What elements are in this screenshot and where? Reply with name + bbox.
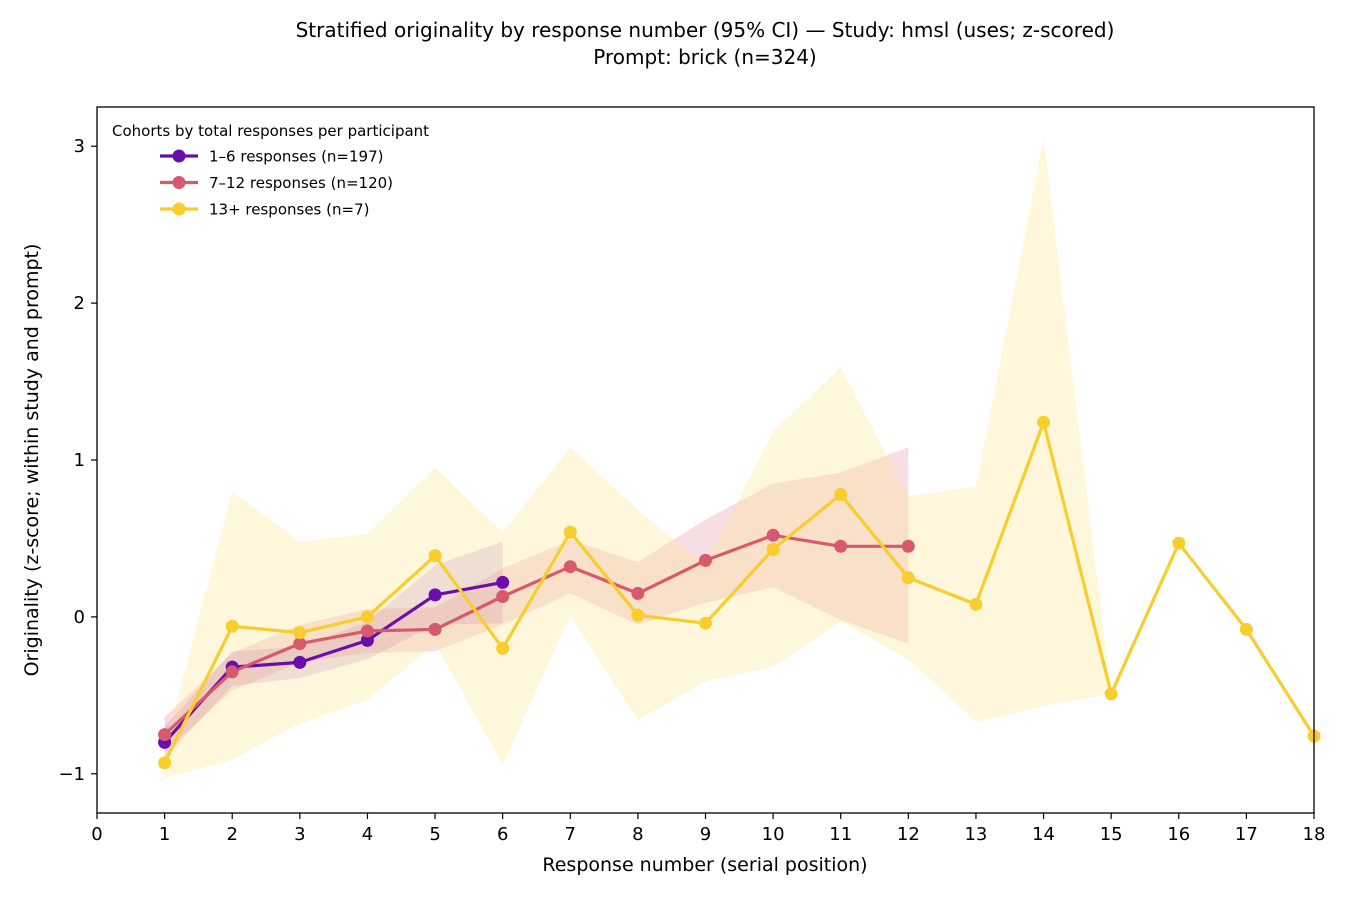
point-series-1-4	[360, 624, 374, 638]
point-series-2-16	[1172, 536, 1186, 550]
point-series-0-3	[293, 655, 307, 669]
line-series-0	[163, 580, 503, 744]
point-series-1-2	[225, 665, 239, 679]
point-series-1-7	[563, 560, 577, 574]
point-series-1-9	[699, 553, 712, 567]
point-series-1-1	[158, 728, 172, 742]
point-series-2-15	[1104, 687, 1118, 701]
x-tick-label-5: 5	[429, 824, 440, 845]
y-axis-label: Originality (z-score; within study and p…	[21, 244, 43, 677]
point-series-0-4	[360, 633, 374, 647]
x-tick-label-6: 6	[497, 824, 508, 845]
y-tick-label-2: 2	[74, 293, 85, 314]
point-series-2-12	[901, 571, 915, 585]
ci-band-series-1	[164, 447, 909, 752]
x-tick-label-4: 4	[362, 824, 373, 845]
point-series-2-6	[496, 641, 510, 655]
x-tick-label-12: 12	[897, 824, 920, 845]
y-tick-label--1: −1	[58, 764, 85, 785]
y-axis-ticks: −1 0 1 2 3	[58, 136, 97, 785]
legend-marker-0	[172, 149, 186, 163]
point-series-0-6	[496, 575, 510, 589]
ci-bands	[164, 138, 1315, 779]
y-tick-label-0: 0	[74, 607, 85, 628]
x-tick-label-0: 0	[91, 824, 102, 845]
x-tick-label-9: 9	[700, 824, 711, 845]
x-tick-label-13: 13	[964, 824, 987, 845]
point-series-0-5	[428, 588, 442, 602]
point-series-2-4	[360, 610, 374, 624]
legend-label-2: 13+ responses (n=7)	[209, 201, 369, 219]
y-tick-label-1: 1	[74, 450, 85, 471]
legend-label-1: 7–12 responses (n=120)	[209, 174, 393, 192]
point-series-2-17	[1239, 622, 1253, 636]
chart-subtitle: Prompt: brick (n=324)	[593, 45, 816, 69]
point-series-2-7	[563, 525, 577, 539]
line-series-1	[163, 533, 909, 736]
x-tick-label-14: 14	[1032, 824, 1055, 845]
x-tick-label-2: 2	[226, 824, 237, 845]
point-series-2-8	[631, 608, 645, 622]
x-tick-label-11: 11	[829, 824, 852, 845]
x-tick-label-17: 17	[1235, 824, 1258, 845]
legend-label-0: 1–6 responses (n=197)	[209, 148, 383, 166]
legend-marker-2	[172, 202, 186, 216]
chart-title: Stratified originality by response numbe…	[296, 18, 1115, 42]
point-series-2-2	[225, 619, 239, 633]
point-series-1-3	[293, 637, 307, 651]
point-series-2-5	[428, 549, 442, 563]
y-tick-label-3: 3	[74, 136, 85, 157]
point-series-2-14	[1037, 415, 1051, 429]
x-tick-label-3: 3	[294, 824, 305, 845]
x-axis-label: Response number (serial position)	[542, 854, 867, 876]
line-series-2	[163, 420, 1316, 764]
x-tick-label-10: 10	[762, 824, 785, 845]
point-series-1-5	[428, 622, 442, 636]
series-points	[158, 415, 1321, 770]
ci-band-series-2	[164, 138, 1315, 779]
legend-items: 1–6 responses (n=197) 7–12 responses (n=1…	[160, 148, 393, 219]
point-series-1-11	[834, 539, 848, 553]
legend-title: Cohorts by total responses per participa…	[112, 122, 429, 140]
point-series-1-8	[631, 586, 645, 600]
x-tick-label-1: 1	[159, 824, 170, 845]
point-series-1-10	[766, 528, 780, 542]
x-tick-label-15: 15	[1100, 824, 1123, 845]
x-axis-ticks: 0 1 2 3 4 5 6 7 8 9 10 11 12 13 14 15 16 17 18	[91, 813, 1325, 845]
point-series-2-1	[158, 756, 172, 770]
x-tick-label-16: 16	[1167, 824, 1190, 845]
point-series-2-11	[834, 488, 848, 501]
point-series-2-9	[699, 616, 712, 630]
point-series-1-12	[901, 539, 915, 553]
legend: Cohorts by total responses per participa…	[112, 122, 429, 219]
point-series-1-6	[496, 590, 510, 603]
series-lines	[163, 420, 1316, 764]
point-series-2-10	[766, 542, 780, 556]
x-tick-label-8: 8	[632, 824, 643, 845]
x-tick-label-7: 7	[565, 824, 576, 845]
x-tick-label-18: 18	[1303, 824, 1326, 845]
point-series-2-13	[969, 597, 983, 611]
legend-marker-1	[172, 176, 186, 189]
point-series-2-3	[293, 626, 307, 640]
